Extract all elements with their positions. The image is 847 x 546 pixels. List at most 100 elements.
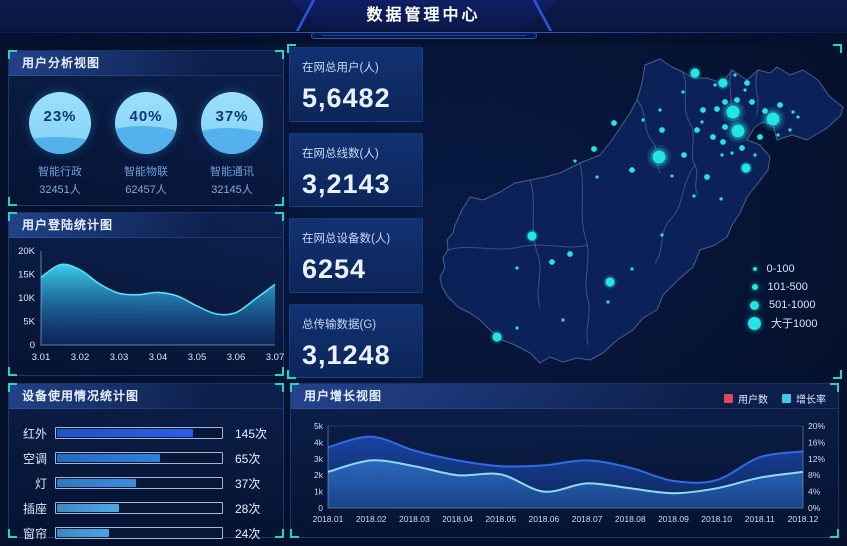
map-point <box>606 300 610 304</box>
svg-text:10K: 10K <box>18 293 36 304</box>
map-point <box>659 127 665 133</box>
map-scatter-points <box>490 66 800 344</box>
panel-device-usage: 设备使用情况统计图 红外 145次 空调 65次灯 37次 插座 28次 窗帘 24次 <box>8 383 284 541</box>
map-point <box>788 128 792 132</box>
bar-category-label: 红外 <box>22 426 47 441</box>
gauge-admin: 23% 智能行政 32451人 <box>18 92 102 197</box>
legend-label: 用户数 <box>738 395 768 406</box>
panel-title: 用户登陆统计图 <box>9 213 283 238</box>
svg-text:3.06: 3.06 <box>227 352 246 363</box>
gauge-percent: 40% <box>129 108 163 125</box>
map-point <box>658 108 662 112</box>
svg-text:2018.07: 2018.07 <box>572 514 603 524</box>
map-point <box>719 197 723 201</box>
gauge-percent: 23% <box>43 108 77 125</box>
svg-text:2018.10: 2018.10 <box>701 514 732 524</box>
map-point <box>700 107 706 113</box>
stat-card: 总传输数据(G) 3,1248 <box>289 303 423 378</box>
map-point <box>796 115 800 119</box>
svg-text:2k: 2k <box>314 470 324 480</box>
chart-legend: 用户数 增长率 <box>724 391 826 406</box>
stat-label: 在网总用户(人) <box>302 62 379 74</box>
svg-text:2018.01: 2018.01 <box>313 514 344 524</box>
legend-swatch <box>782 394 791 403</box>
svg-text:2018.05: 2018.05 <box>485 514 516 524</box>
bar-track <box>55 477 223 489</box>
svg-text:20K: 20K <box>18 246 36 257</box>
map-point <box>739 145 745 151</box>
liquid-gauge: 23% <box>29 92 91 154</box>
svg-text:4%: 4% <box>808 487 821 497</box>
map-point <box>766 112 780 126</box>
panel-title: 用户分析视图 <box>9 51 283 76</box>
svg-text:5K: 5K <box>23 317 35 328</box>
map-point <box>567 251 573 257</box>
svg-text:3.01: 3.01 <box>32 352 51 363</box>
map-point <box>731 124 745 138</box>
svg-text:2018.12: 2018.12 <box>788 514 819 524</box>
bar-category-label: 空调 <box>22 451 47 466</box>
map-point <box>720 139 726 145</box>
growth-area-chart: 0 1k 2k 3k 4k 5k 0% 4% 8% 12% 16% 20% 2018.01 2018.02… <box>313 421 826 524</box>
bar-row: 空调 65次 <box>19 448 271 468</box>
legend-label: 101-500 <box>767 281 808 293</box>
map-legend-item: 101-500 <box>748 278 817 296</box>
stat-card: 在网总线数(人) 3,2143 <box>289 132 423 207</box>
bar-track <box>55 427 223 439</box>
login-area-fill <box>41 264 275 345</box>
map-point <box>515 266 519 270</box>
svg-text:2018.06: 2018.06 <box>529 514 560 524</box>
map-legend-item: 501-1000 <box>748 296 817 314</box>
map-point <box>611 120 617 126</box>
map-point <box>595 175 599 179</box>
gauge-count: 32451人 <box>39 184 81 196</box>
bar-row: 红外 145次 <box>19 423 271 443</box>
map-point <box>681 152 687 158</box>
svg-text:2018.02: 2018.02 <box>356 514 387 524</box>
gauge-iot: 40% 智能物联 62457人 <box>104 92 188 197</box>
map-point <box>549 259 555 265</box>
bar-row: 灯 37次 <box>19 473 271 493</box>
svg-text:0: 0 <box>318 503 323 513</box>
map-point <box>670 174 674 178</box>
device-bar-chart: 红外 145次 空调 65次灯 37次 插座 28次 窗帘 24次 <box>9 409 283 543</box>
map-point <box>791 110 795 114</box>
gauge-count: 32145人 <box>211 184 253 196</box>
legend-dot <box>751 284 758 290</box>
legend-item-users[interactable]: 用户数 <box>724 391 768 406</box>
stat-value: 5,6482 <box>302 83 391 113</box>
map-point <box>722 124 728 130</box>
map-legend-item: 大于1000 <box>748 314 817 332</box>
map-point <box>762 108 768 114</box>
legend-dot <box>750 300 759 310</box>
map-point <box>692 194 696 198</box>
gauge-comms: 37% 智能通讯 32145人 <box>190 92 274 197</box>
china-province-map <box>439 58 844 364</box>
legend-dot <box>748 316 761 330</box>
panel-login-stats: 用户登陆统计图 0 5K 10K 15K 20K 3.01 3.02 3.03 3.04 3.05… <box>8 212 284 376</box>
svg-text:2018.11: 2018.11 <box>745 514 775 524</box>
svg-text:15K: 15K <box>18 270 36 281</box>
map-point <box>629 167 635 173</box>
svg-text:3.07: 3.07 <box>266 352 284 363</box>
map-point <box>722 99 728 105</box>
legend-label: 大于1000 <box>771 318 818 330</box>
stat-label: 在网总设备数(人) <box>302 233 391 245</box>
gauge-row: 23% 智能行政 32451人 40% 智能物联 62457人 37% 智能通讯 <box>9 76 283 197</box>
bar-fill <box>57 504 120 512</box>
bar-fill <box>57 479 136 487</box>
bar-value-label: 24次 <box>235 526 261 541</box>
stat-value: 6254 <box>302 254 367 284</box>
map-point <box>660 233 664 237</box>
map-point <box>710 134 716 140</box>
map-point <box>527 231 537 241</box>
map-point <box>630 267 634 271</box>
gauge-wave <box>115 126 177 154</box>
map-point <box>720 153 724 157</box>
legend-item-growth[interactable]: 增长率 <box>782 391 826 406</box>
svg-text:1k: 1k <box>314 487 324 497</box>
svg-text:3.04: 3.04 <box>149 352 168 363</box>
svg-text:0%: 0% <box>808 503 821 513</box>
map-point <box>726 105 740 119</box>
header-banner-edges <box>290 0 558 31</box>
